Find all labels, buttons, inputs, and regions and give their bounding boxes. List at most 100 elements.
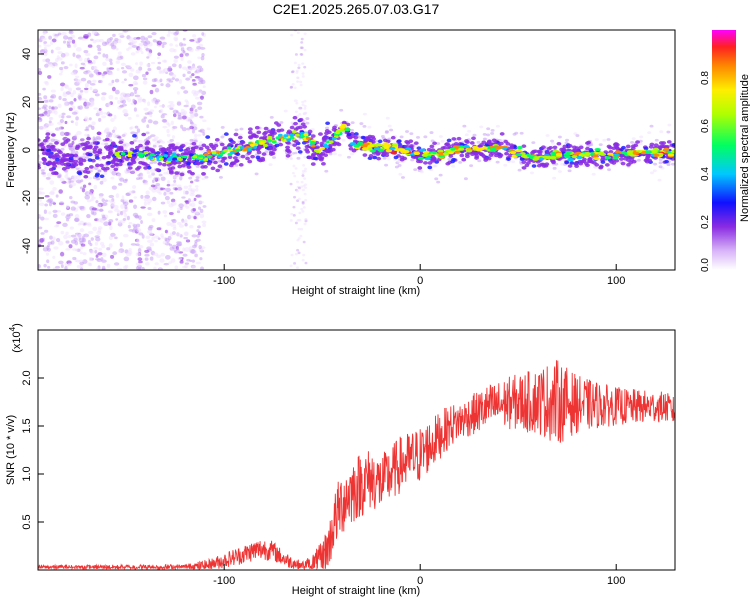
spectrogram-band-core — [494, 153, 499, 158]
spectrogram-noise-speck — [180, 86, 186, 90]
spectrogram-ridge-peak — [362, 147, 369, 151]
spectrogram-noise-speck — [123, 179, 128, 183]
spectrogram-band-core — [521, 160, 527, 164]
spectrogram-y-tick-label: -40 — [21, 238, 33, 254]
spectrogram-ridge-peak — [114, 151, 120, 156]
snr-x-label: Height of straight line (km) — [292, 585, 420, 597]
spectrogram-band-core — [238, 163, 244, 167]
spectrogram-noise-speck — [38, 113, 45, 117]
spectrogram-band-core — [331, 127, 337, 132]
spectrogram-ridge-peak — [422, 150, 430, 155]
spectrogram-band-core — [448, 154, 454, 158]
spectrogram-band-core — [360, 135, 366, 140]
spectrogram-ridge-peak — [465, 149, 473, 153]
spectrogram-band-core — [372, 155, 378, 160]
spectrogram-noise-speck — [182, 190, 186, 195]
spectrogram-y-ticks: -40 -20 0 20 40 — [21, 48, 44, 254]
spectrogram-band-halo — [389, 128, 394, 132]
spectrogram-band-core — [578, 161, 584, 166]
spectrogram-noise-speck — [169, 43, 173, 47]
spectrogram-ridge-peak — [604, 156, 612, 160]
spectrogram-band-core — [46, 148, 51, 153]
spectrogram-band-core — [504, 151, 509, 156]
spectrogram-band-halo — [220, 126, 225, 129]
spectrogram-band-halo — [440, 139, 445, 143]
spectrogram-noise-speck — [96, 204, 102, 208]
spectrogram-band-core — [230, 140, 236, 145]
spectrogram-noise-speck — [62, 222, 68, 228]
spectrogram-noise-speck — [171, 135, 176, 139]
spectrogram-noise-speck — [290, 212, 294, 216]
spectrogram-band-core — [82, 142, 88, 146]
spectrogram-noise-speck — [165, 187, 171, 192]
spectrogram-band-core — [274, 143, 280, 148]
spectrogram-noise-speck — [151, 236, 155, 241]
spectrogram-noise-speck — [130, 52, 136, 56]
spectrogram-band-core — [471, 136, 476, 141]
spectrogram-noise-speck — [301, 72, 305, 75]
spectrogram-noise-speck — [75, 121, 79, 127]
spectrogram-band-halo — [254, 172, 259, 176]
spectrogram-noise-speck — [164, 229, 168, 234]
spectrogram-band-core — [521, 144, 527, 148]
spectrogram-noise-speck — [196, 194, 202, 198]
spectrogram-band-halo — [434, 177, 439, 181]
spectrogram-band-halo — [405, 130, 410, 133]
spectrogram-noise-speck — [60, 87, 64, 92]
spectrogram-noise-speck — [57, 103, 62, 108]
spectrogram-band-core — [402, 156, 408, 161]
spectrogram-ridge-peak — [305, 136, 311, 140]
spectrogram-band-core — [285, 148, 290, 153]
spectrogram-noise-speck — [124, 204, 128, 210]
spectrogram-ridge-peak — [363, 142, 370, 146]
spectrogram-band-halo — [485, 133, 490, 137]
spectrogram-noise-speck — [144, 253, 150, 257]
spectrogram-noise-speck — [298, 211, 302, 215]
spectrogram-band-halo — [239, 127, 244, 131]
spectrogram-noise-speck — [69, 63, 73, 67]
spectrogram-noise-speck — [91, 157, 96, 160]
spectrogram-noise-speck — [49, 41, 54, 45]
spectrogram-noise-speck — [303, 99, 307, 103]
spectrogram-noise-speck — [194, 239, 198, 244]
spectrogram-ridge-peak — [653, 153, 660, 157]
spectrogram-noise-speck — [44, 63, 49, 68]
spectrogram-noise-speck — [65, 248, 71, 251]
spectrogram-noise-speck — [152, 39, 157, 43]
spectrogram-ridge-peak — [331, 137, 337, 141]
spectrogram-band-core — [607, 145, 613, 150]
spectrogram-band-core — [653, 143, 659, 147]
spectrogram-noise-speck — [50, 89, 56, 93]
spectrogram-band-core — [213, 143, 219, 148]
spectrogram-noise-speck — [132, 98, 136, 103]
spectrogram-noise-speck — [38, 264, 41, 269]
spectrogram-noise-speck — [191, 89, 197, 95]
spectrogram-noise-speck — [143, 116, 148, 120]
spectrogram-ridge-peak — [389, 146, 396, 150]
spectrogram-noise-speck — [163, 59, 168, 63]
spectrogram-noise-speck — [130, 68, 135, 72]
spectrogram-noise-speck — [197, 106, 203, 110]
spectrogram-ridge-peak — [357, 141, 364, 146]
spectrogram-band-core — [113, 162, 119, 166]
spectrogram-noise-speck — [201, 32, 205, 36]
spectrogram-band-core — [104, 137, 110, 142]
spectrogram-band-core — [60, 142, 66, 146]
spectrogram-noise-speck — [55, 265, 60, 269]
spectrogram-band-halo — [658, 165, 663, 169]
spectrogram-noise-speck — [151, 98, 157, 102]
spectrogram-band-core — [519, 157, 525, 162]
spectrogram-band-core — [97, 150, 103, 155]
spectrogram-ridge-peak — [339, 125, 346, 129]
spectrogram-noise-speck — [176, 210, 181, 214]
spectrogram-noise-speck — [304, 167, 308, 171]
spectrogram-band-core — [268, 146, 274, 150]
spectrogram-noise-speck — [106, 67, 110, 73]
spectrogram-noise-speck — [181, 220, 186, 224]
spectrogram-noise-speck — [48, 105, 52, 110]
spectrogram-noise-speck — [123, 265, 128, 270]
spectrogram-noise-speck — [73, 42, 77, 48]
spectrogram-noise-speck — [166, 221, 172, 226]
spectrogram-band-core — [307, 129, 313, 134]
